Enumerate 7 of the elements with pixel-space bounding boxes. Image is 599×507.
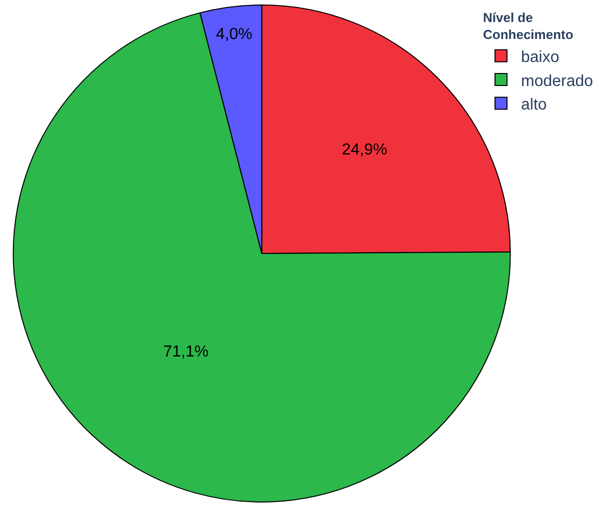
data-label: 24,9%: [342, 142, 388, 159]
legend-title: Nível de Conhecimento: [483, 10, 574, 42]
legend-label: moderado: [521, 72, 594, 90]
data-label: 4,0%: [216, 26, 252, 43]
legend-label: alto: [521, 96, 547, 114]
legend-label: baixo: [521, 48, 560, 66]
data-label: 71,1%: [163, 343, 209, 360]
